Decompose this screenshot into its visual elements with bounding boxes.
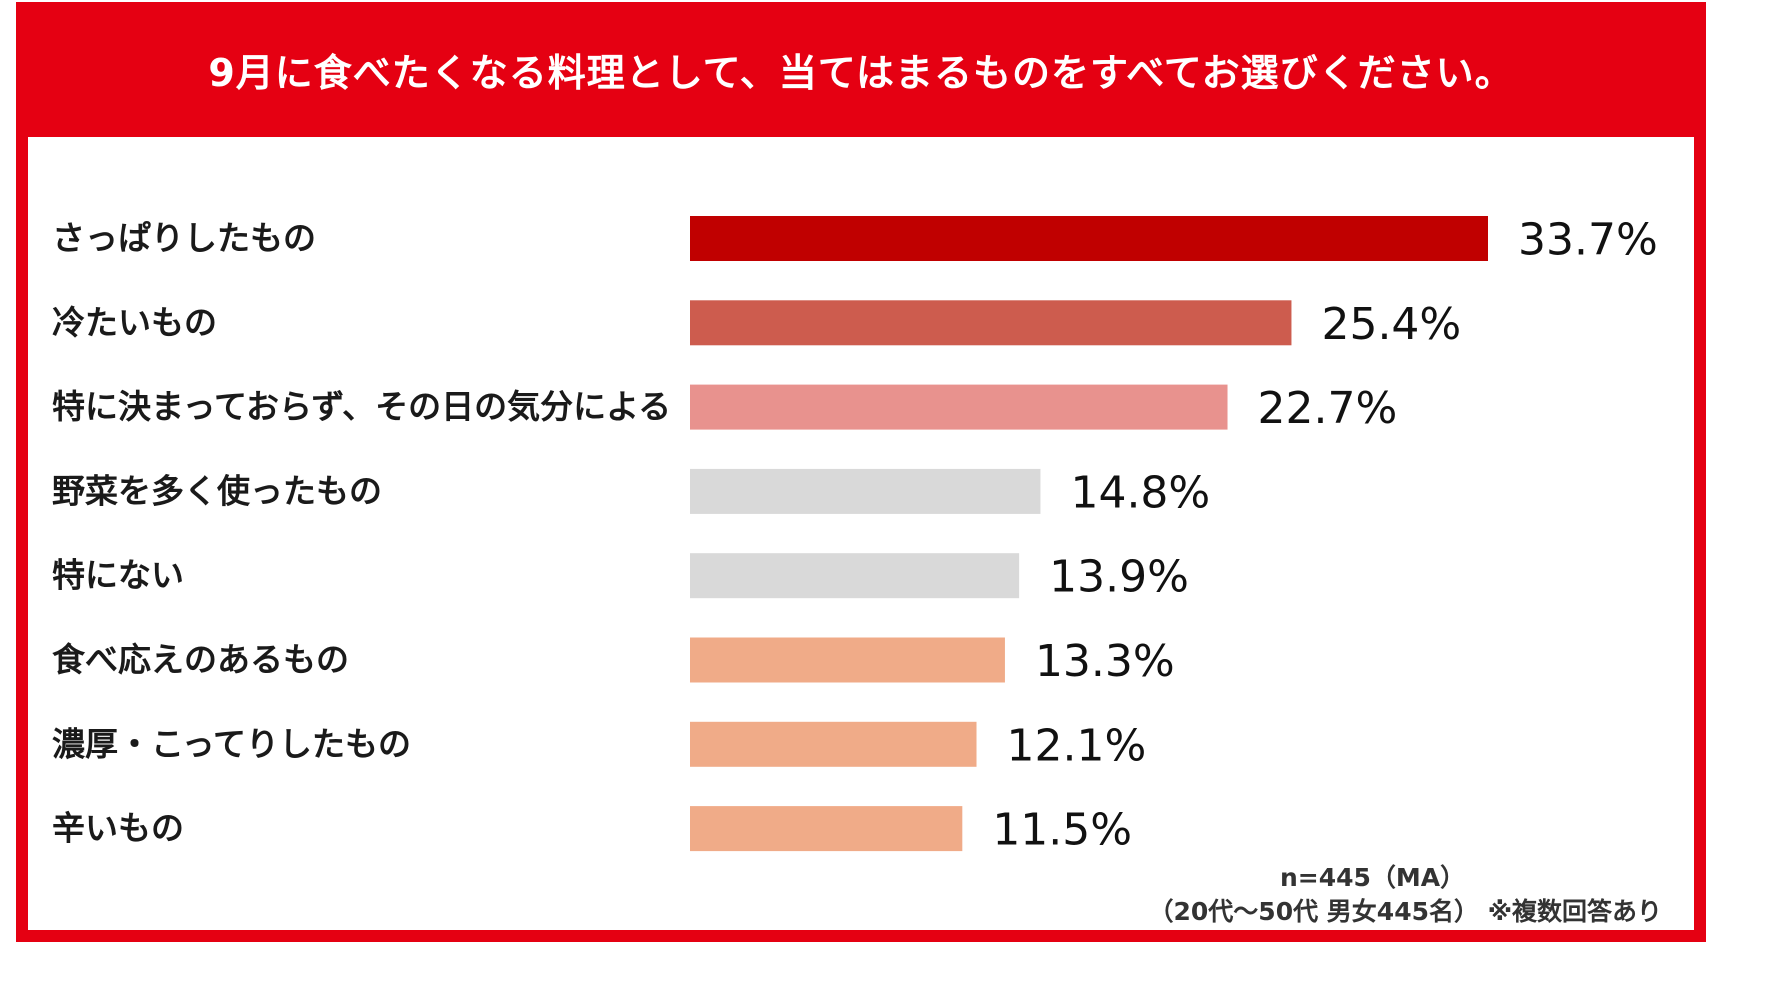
category-label: 特に決まっておらず、その日の気分による bbox=[52, 387, 671, 426]
category-label: 辛いもの bbox=[52, 809, 184, 848]
chart-title: 9月に食べたくなる料理として、当てはまるものをすべてお選びください。 bbox=[208, 51, 1514, 95]
category-label: 冷たいもの bbox=[52, 303, 217, 342]
bar bbox=[690, 384, 1228, 430]
value-label: 25.4% bbox=[1321, 299, 1461, 350]
value-label: 22.7% bbox=[1258, 383, 1398, 434]
bar bbox=[690, 468, 1041, 514]
demographic-note: （20代～50代 男女445名） ※複数回答あり bbox=[1148, 897, 1662, 926]
category-label: 野菜を多く使ったもの bbox=[52, 471, 382, 510]
value-label: 12.1% bbox=[1007, 720, 1147, 771]
category-label: さっぱりしたもの bbox=[52, 219, 316, 258]
value-label: 33.7% bbox=[1518, 215, 1658, 266]
bar bbox=[690, 637, 1005, 683]
value-label: 13.9% bbox=[1049, 552, 1189, 603]
title-banner: 9月に食べたくなる料理として、当てはまるものをすべてお選びください。 bbox=[16, 2, 1706, 137]
category-label: 食べ応えのあるもの bbox=[52, 640, 349, 679]
bar bbox=[690, 216, 1488, 261]
bar bbox=[690, 300, 1292, 346]
value-label: 11.5% bbox=[992, 805, 1132, 856]
value-label: 14.8% bbox=[1070, 467, 1210, 518]
sample-size-note: n=445（MA） bbox=[1280, 863, 1466, 892]
category-label: 濃厚・こってりしたもの bbox=[52, 724, 411, 763]
category-label: 特にない bbox=[52, 556, 184, 595]
bar bbox=[690, 721, 977, 767]
bar bbox=[690, 553, 1020, 599]
bar bbox=[690, 806, 963, 852]
value-label: 13.3% bbox=[1035, 636, 1175, 687]
